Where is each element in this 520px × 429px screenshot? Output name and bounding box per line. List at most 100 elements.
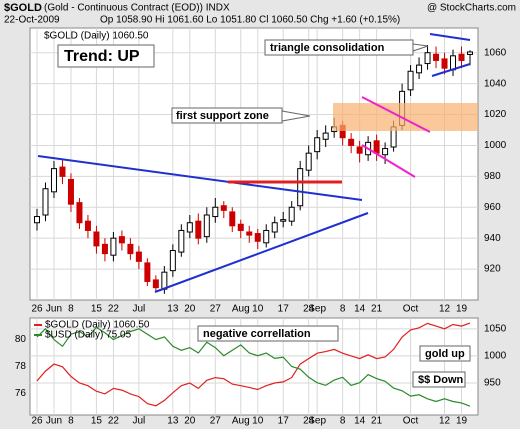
y-tick-label: 76	[15, 388, 27, 399]
x-tick-label: 10	[252, 416, 264, 427]
candle-body	[297, 168, 304, 207]
support-zone	[333, 103, 478, 131]
y2-tick-label: 950	[484, 378, 501, 389]
candle-body	[195, 220, 202, 239]
x-tick-label: 10	[252, 304, 264, 315]
candle-body	[101, 243, 108, 255]
annotation: Trend: UP	[64, 48, 140, 65]
date: 22-Oct-2009	[4, 15, 60, 26]
y-tick-label: 80	[15, 334, 27, 345]
candle-body	[254, 233, 261, 242]
y-tick-label: 1060	[484, 47, 507, 58]
quote: Op 1058.90 Hi 1061.60 Lo 1051.80 Cl 1060…	[100, 15, 400, 26]
legend-label: $GOLD (Daily) 1060.50	[44, 31, 149, 42]
candle-body	[169, 250, 176, 272]
x-tick-label: 12	[439, 304, 451, 315]
x-tick-label: Sep	[308, 304, 326, 315]
triangle-line	[429, 33, 471, 41]
y-tick-label: 960	[484, 202, 501, 213]
x-tick-label: 13	[167, 416, 179, 427]
candle-body	[178, 229, 185, 253]
x-tick-label: 19	[456, 416, 468, 427]
trend-line	[37, 155, 363, 201]
candle-body	[373, 140, 380, 154]
x-tick-label: 21	[371, 416, 383, 427]
candle-body	[93, 231, 100, 247]
candle-body	[263, 229, 270, 244]
annotation: gold up	[425, 348, 465, 360]
x-tick-label: 8	[68, 304, 74, 315]
x-tick-label: Aug	[232, 304, 250, 315]
series-line	[36, 326, 471, 407]
x-tick-label: 15	[91, 416, 103, 427]
candle-body	[458, 53, 465, 61]
x-tick-label: 26	[31, 304, 43, 315]
candle-body	[161, 271, 168, 290]
candle-body	[246, 231, 253, 236]
x-tick-label: Jul	[132, 304, 145, 315]
candle-body	[348, 138, 355, 146]
x-tick-label: 26	[31, 416, 43, 427]
candle-body	[441, 58, 448, 69]
y-tick-label: 1020	[484, 109, 507, 120]
annotation: negative correllation	[203, 328, 311, 340]
candle-body	[212, 206, 219, 218]
x-tick-label: 8	[68, 416, 74, 427]
x-tick-label: 27	[210, 304, 222, 315]
candle-body	[84, 220, 91, 231]
legend-label: $GOLD (Daily) 1060.50	[45, 320, 150, 331]
candle-body	[229, 211, 236, 227]
x-tick-label: 8	[340, 304, 346, 315]
candle-body	[144, 262, 151, 282]
x-tick-label: Sep	[308, 416, 326, 427]
candle-body	[322, 132, 329, 140]
candle-body	[382, 148, 389, 156]
candle-body	[467, 51, 473, 55]
x-tick-label: Oct	[403, 416, 419, 427]
y-tick-label: 78	[15, 361, 27, 372]
candle-body	[118, 236, 125, 244]
x-tick-label: 15	[91, 304, 103, 315]
candle-body	[416, 64, 423, 74]
series-line	[36, 322, 471, 407]
candle-body	[314, 137, 321, 153]
legend-label: $USD (Daily) 75.05	[45, 330, 132, 341]
x-tick-label: 17	[278, 304, 290, 315]
candle-body	[76, 202, 83, 224]
x-tick-label: 13	[167, 304, 179, 315]
candle-body	[356, 146, 363, 154]
candle-body	[127, 243, 134, 255]
x-tick-label: 27	[210, 416, 222, 427]
candle-body	[280, 219, 287, 222]
candle-body	[271, 222, 278, 233]
x-tick-label: 24	[303, 304, 315, 315]
candle-body	[152, 279, 159, 289]
x-tick-label: Oct	[403, 304, 419, 315]
source: @ StockCharts.com	[427, 3, 516, 14]
y-tick-label: 1040	[484, 78, 507, 89]
x-tick-label: Aug	[232, 416, 250, 427]
candle-body	[433, 53, 440, 61]
x-tick-label: 21	[371, 304, 383, 315]
x-tick-label: 8	[340, 416, 346, 427]
y-tick-label: 980	[484, 171, 501, 182]
x-tick-label: Jun	[46, 416, 62, 427]
y-tick-label: 920	[484, 264, 501, 275]
candle-body	[424, 52, 431, 65]
trend-line	[154, 212, 369, 293]
callout-arrow	[281, 110, 311, 122]
y-tick-label: 1000	[484, 140, 507, 151]
x-tick-label: 19	[456, 304, 468, 315]
x-tick-label: 17	[278, 416, 290, 427]
x-tick-label: 22	[108, 304, 120, 315]
candle-body	[59, 166, 66, 177]
annotation: triangle consolidation	[270, 42, 385, 54]
x-tick-label: 20	[184, 416, 196, 427]
x-tick-label: 14	[354, 416, 366, 427]
x-tick-label: Jul	[132, 416, 145, 427]
annotation-box	[419, 345, 471, 362]
y2-tick-label: 1000	[484, 351, 507, 362]
x-tick-label: Jun	[46, 304, 62, 315]
x-tick-label: 14	[354, 304, 366, 315]
